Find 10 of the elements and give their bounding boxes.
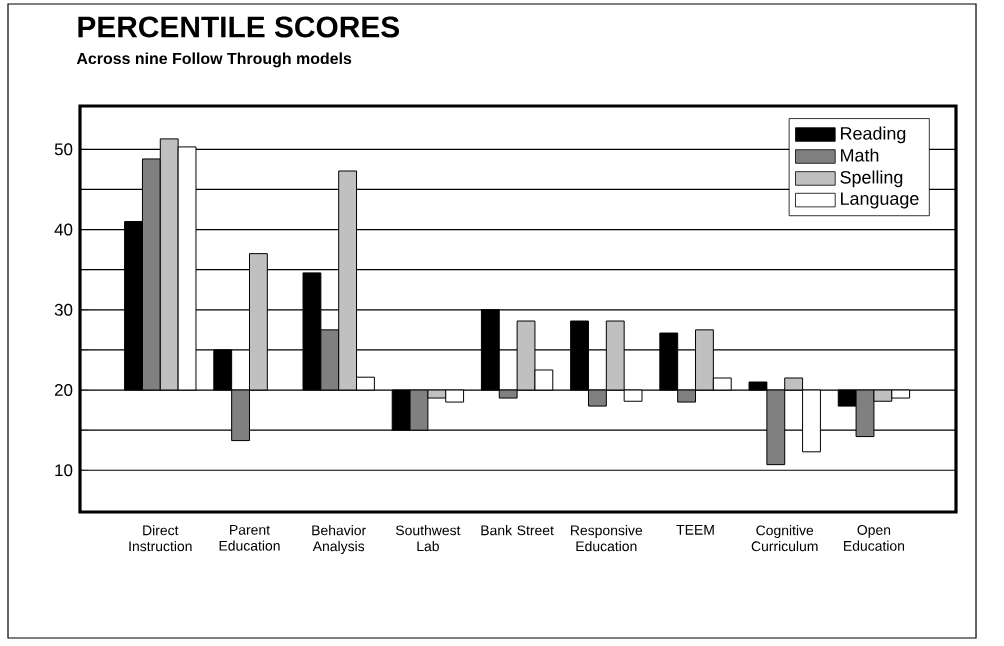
legend-label: Math [841,148,879,162]
legend-label: Spelling [840,170,903,188]
legend-label: Language [841,192,919,209]
y-tick-label: 40 [54,223,73,236]
chart-title: PERCENTILE SCORES [78,16,400,38]
legend-label: Reading [841,126,906,144]
y-tick-label: 30 [54,303,73,316]
y-tick-label: 10 [55,464,73,477]
y-tick-label: 50 [54,143,73,156]
y-tick-label: 20 [54,384,73,397]
